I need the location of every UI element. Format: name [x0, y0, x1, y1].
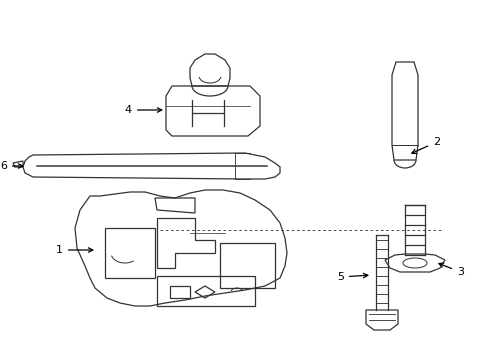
Text: 4: 4 [124, 105, 162, 115]
Text: 5: 5 [336, 272, 367, 282]
Text: 1: 1 [56, 245, 93, 255]
Text: 6: 6 [0, 161, 23, 171]
Text: 2: 2 [411, 137, 439, 153]
Text: 3: 3 [438, 263, 463, 277]
